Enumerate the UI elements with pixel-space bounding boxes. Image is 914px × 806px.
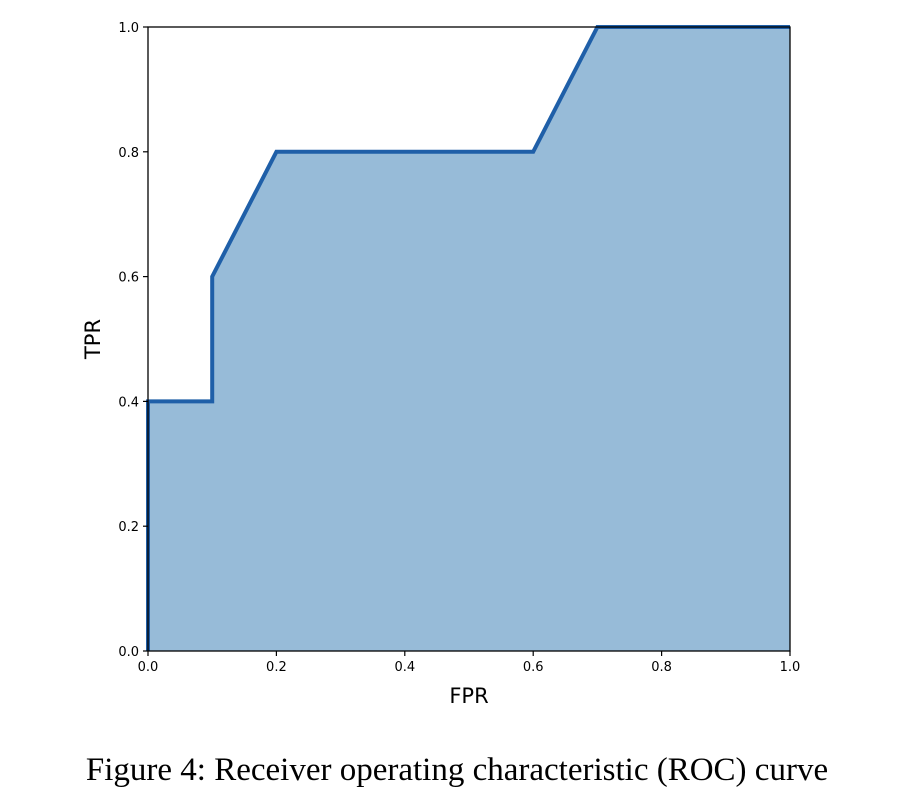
x-tick-label: 0.2 xyxy=(266,660,287,675)
x-axis-label: FPR xyxy=(449,684,488,708)
y-tick-label: 0.8 xyxy=(118,146,139,161)
y-axis-ticks: 0.0 0.2 0.4 0.6 0.8 1.0 xyxy=(118,21,148,660)
roc-area-fill xyxy=(148,27,790,651)
y-tick-label: 0.6 xyxy=(118,271,139,286)
y-tick-label: 0.2 xyxy=(118,520,139,535)
x-tick-label: 0.6 xyxy=(523,660,544,675)
figure-caption: Figure 4: Receiver operating characteris… xyxy=(85,752,829,788)
y-tick-label: 0.0 xyxy=(118,645,139,660)
plot-area xyxy=(146,25,790,651)
plot-frame xyxy=(147,26,791,652)
roc-chart: 0.0 0.2 0.4 0.6 0.8 1.0 0.0 0.2 0.4 0.6 0.8 1.0 FP… xyxy=(81,21,801,708)
roc-curve-line xyxy=(146,25,790,651)
y-tick-label: 0.4 xyxy=(118,395,139,410)
x-tick-label: 0.4 xyxy=(394,660,415,675)
x-tick-label: 0.8 xyxy=(651,660,672,675)
y-tick-label: 1.0 xyxy=(118,21,139,36)
y-axis-label: TPR xyxy=(81,319,105,360)
axes xyxy=(147,26,791,652)
x-axis-ticks: 0.0 0.2 0.4 0.6 0.8 1.0 xyxy=(138,651,801,675)
x-tick-label: 1.0 xyxy=(780,660,801,675)
x-tick-label: 0.0 xyxy=(138,660,159,675)
